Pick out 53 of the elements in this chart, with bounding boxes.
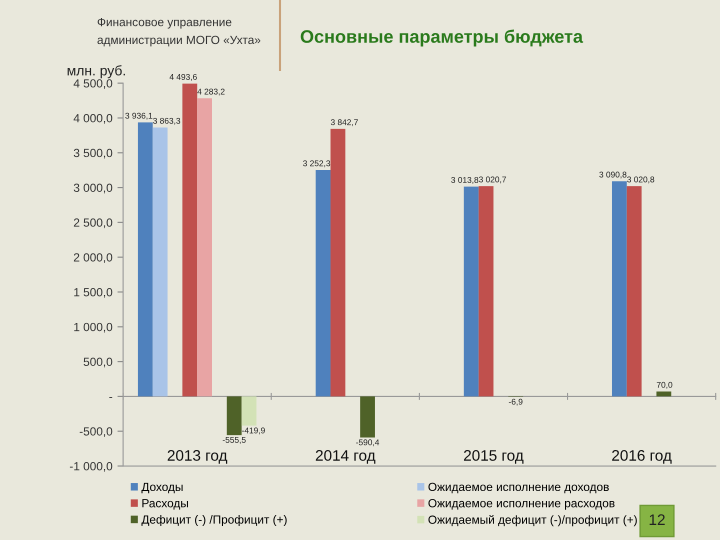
y-tick-label: 2 000,0 bbox=[74, 253, 112, 263]
y-tick-label: 4 000,0 bbox=[74, 114, 112, 124]
data-label: 3 252,3 bbox=[303, 160, 330, 168]
bar bbox=[182, 84, 198, 396]
x-tick-label: 2013 год bbox=[168, 450, 228, 464]
bar bbox=[197, 98, 212, 396]
bar bbox=[316, 170, 331, 396]
y-tick-label: - bbox=[109, 397, 112, 398]
y-tick-label: 500,0 bbox=[84, 358, 112, 368]
data-label: 3 842,7 bbox=[330, 119, 358, 126]
y-tick-label: -1 000,0 bbox=[70, 462, 112, 472]
y-tick-label: 2 500,0 bbox=[74, 218, 112, 228]
data-label: 3 013,8 bbox=[451, 176, 478, 184]
legend-label: Дефицит (-) /Профицит (+) bbox=[141, 515, 287, 526]
y-tick-label: 3 000,0 bbox=[74, 184, 112, 194]
data-label: 70,0 bbox=[656, 382, 672, 389]
text: Финансовое управление администрации МОГО «Ухта» bbox=[98, 18, 260, 46]
data-label: 4 283,2 bbox=[197, 88, 225, 96]
x-tick-label: 2015 год bbox=[464, 450, 524, 464]
chart-title: Основные параметры бюджета bbox=[300, 30, 584, 46]
data-label: -419,9 bbox=[242, 428, 265, 434]
legend-label: Ожидаемое исполнение доходов bbox=[428, 482, 609, 494]
y-tick-label: 1 500,0 bbox=[74, 288, 112, 298]
legend-label: Расходы bbox=[142, 499, 188, 510]
bar bbox=[612, 181, 627, 396]
y-axis-title: млн. руб. bbox=[68, 65, 125, 78]
x-tick-label: 2014 год bbox=[316, 450, 376, 464]
data-label: 3 863,3 bbox=[153, 118, 180, 125]
y-tick-label: 1 000,0 bbox=[74, 322, 112, 333]
bar bbox=[360, 396, 375, 438]
y-tick-label: 4 500,0 bbox=[74, 79, 112, 89]
data-label: -6,9 bbox=[508, 398, 522, 406]
text: 12 bbox=[650, 514, 665, 525]
x-tick-label: 2016 год bbox=[612, 450, 672, 464]
data-label: 3 936,1 bbox=[125, 112, 152, 120]
bar bbox=[330, 128, 346, 396]
bar bbox=[626, 186, 642, 396]
data-label: 4 493,6 bbox=[170, 74, 197, 81]
bar bbox=[464, 186, 479, 396]
bar bbox=[656, 392, 672, 396]
data-label: 3 020,7 bbox=[478, 176, 506, 184]
legend-label: Ожидаемый дефицит (-)/профицит (+) bbox=[428, 515, 637, 526]
y-tick-label: 3 500,0 bbox=[74, 148, 112, 159]
legend-label: Доходы bbox=[141, 482, 183, 494]
data-label: 3 020,8 bbox=[627, 176, 654, 184]
legend-label: Ожидаемое исполнение расходов bbox=[428, 499, 615, 510]
bar bbox=[242, 396, 256, 426]
data-label: 3 090,8 bbox=[599, 172, 626, 179]
data-label: -590,4 bbox=[356, 439, 380, 446]
bar bbox=[152, 127, 168, 396]
data-label: -555,5 bbox=[222, 437, 246, 444]
y-tick-label: -500,0 bbox=[80, 427, 112, 438]
bar bbox=[478, 186, 494, 396]
